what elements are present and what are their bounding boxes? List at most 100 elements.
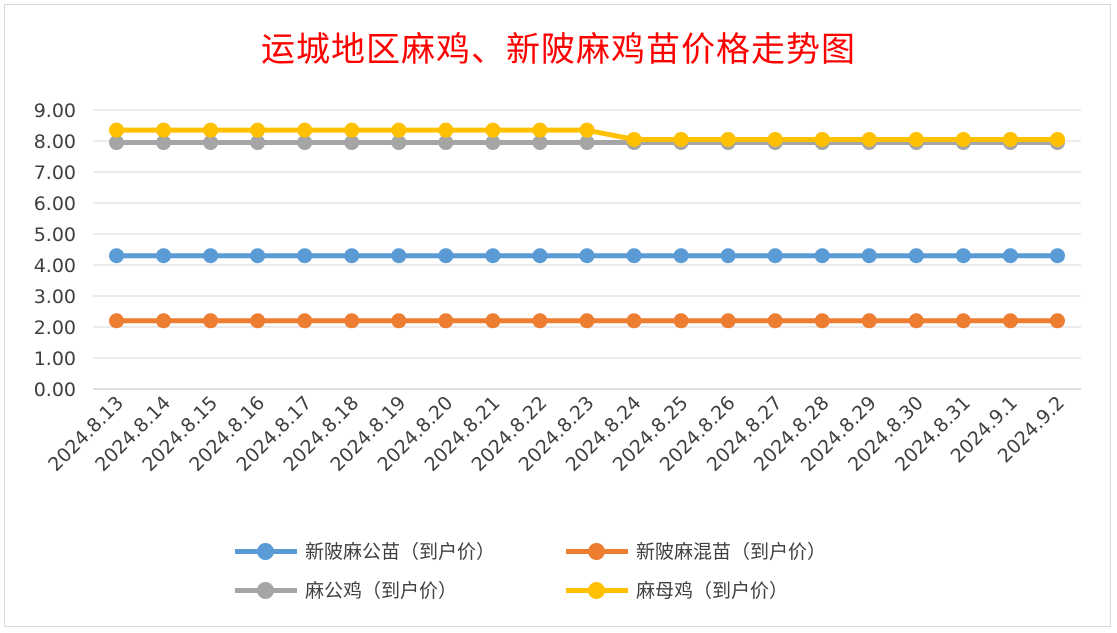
legend-label: 麻母鸡（到户价） — [636, 580, 789, 602]
y-tick-label: 3.00 — [34, 286, 76, 308]
data-point — [767, 131, 783, 147]
data-point — [250, 122, 266, 138]
data-point — [1002, 313, 1018, 329]
data-point — [720, 248, 736, 264]
data-point — [438, 135, 454, 151]
data-point — [391, 248, 407, 264]
data-point — [673, 313, 689, 329]
legend-swatch — [566, 580, 628, 600]
data-point — [203, 313, 219, 329]
data-point — [861, 313, 877, 329]
legend-swatch — [235, 541, 297, 561]
data-point — [485, 313, 501, 329]
data-point — [814, 248, 830, 264]
data-point — [1049, 131, 1065, 147]
data-point — [673, 131, 689, 147]
data-point — [485, 248, 501, 264]
chart-frame — [4, 4, 1111, 627]
y-tick-label: 0.00 — [34, 379, 76, 401]
data-point — [532, 122, 548, 138]
data-point — [109, 248, 125, 264]
y-tick-label: 2.00 — [34, 317, 76, 339]
data-point — [203, 135, 219, 151]
data-point — [908, 131, 924, 147]
data-point — [391, 313, 407, 329]
data-point — [438, 122, 454, 138]
data-point — [579, 248, 595, 264]
data-point — [344, 122, 360, 138]
data-point — [908, 313, 924, 329]
data-point — [250, 313, 266, 329]
data-point — [297, 122, 313, 138]
y-axis-tick-labels: 0.00 1.00 2.00 3.00 4.00 5.00 6.00 7.00 8.00 9.00 — [34, 100, 76, 401]
data-point — [814, 131, 830, 147]
series-2 — [109, 313, 1065, 329]
y-tick-label: 9.00 — [34, 100, 76, 122]
legend-label: 新陂麻混苗（到户价） — [636, 541, 827, 563]
data-point — [250, 135, 266, 151]
data-point — [720, 313, 736, 329]
y-tick-label: 1.00 — [34, 348, 76, 370]
data-point — [156, 248, 172, 264]
data-point — [250, 248, 266, 264]
data-point — [861, 131, 877, 147]
data-point — [720, 131, 736, 147]
data-point — [156, 135, 172, 151]
series-1 — [109, 248, 1065, 264]
data-point — [814, 313, 830, 329]
data-point — [109, 135, 125, 151]
data-point — [955, 313, 971, 329]
data-point — [767, 313, 783, 329]
y-tick-label: 4.00 — [34, 255, 76, 277]
series-4 — [109, 122, 1065, 147]
data-point — [908, 248, 924, 264]
data-point — [156, 313, 172, 329]
data-point — [485, 135, 501, 151]
data-point — [579, 135, 595, 151]
data-point — [1049, 248, 1065, 264]
data-point — [532, 248, 548, 264]
x-axis-tick-labels: 2024.8.132024.8.142024.8.152024.8.162024… — [44, 392, 1069, 476]
legend-item-2: 新陂麻混苗（到户价） — [566, 537, 826, 564]
data-point — [344, 313, 360, 329]
data-point — [626, 248, 642, 264]
y-tick-label: 5.00 — [34, 224, 76, 246]
data-point — [579, 122, 595, 138]
data-point — [438, 313, 454, 329]
y-tick-label: 6.00 — [34, 193, 76, 215]
data-point — [485, 122, 501, 138]
legend-label: 麻公鸡（到户价） — [305, 580, 458, 602]
data-point — [297, 135, 313, 151]
series-layer — [109, 122, 1065, 329]
legend-item-1: 新陂麻公苗（到户价） — [235, 537, 495, 564]
data-point — [532, 313, 548, 329]
data-point — [1049, 313, 1065, 329]
data-point — [955, 248, 971, 264]
data-point — [109, 313, 125, 329]
data-point — [109, 122, 125, 138]
data-point — [861, 248, 877, 264]
data-point — [297, 313, 313, 329]
data-point — [156, 122, 172, 138]
data-point — [203, 248, 219, 264]
legend-swatch — [235, 580, 297, 600]
data-point — [344, 135, 360, 151]
legend-item-4: 麻母鸡（到户价） — [566, 576, 788, 603]
legend-swatch — [566, 541, 628, 561]
data-point — [391, 135, 407, 151]
chart-title: 运城地区麻鸡、新陂麻鸡苗价格走势图 — [261, 30, 856, 70]
data-point — [203, 122, 219, 138]
data-point — [438, 248, 454, 264]
data-point — [579, 313, 595, 329]
y-tick-label: 7.00 — [34, 162, 76, 184]
data-point — [626, 131, 642, 147]
legend-label: 新陂麻公苗（到户价） — [305, 541, 496, 563]
y-tick-label: 8.00 — [34, 131, 76, 153]
data-point — [1002, 131, 1018, 147]
data-point — [344, 248, 360, 264]
legend-item-3: 麻公鸡（到户价） — [235, 576, 457, 603]
data-point — [391, 122, 407, 138]
data-point — [673, 248, 689, 264]
data-point — [626, 313, 642, 329]
